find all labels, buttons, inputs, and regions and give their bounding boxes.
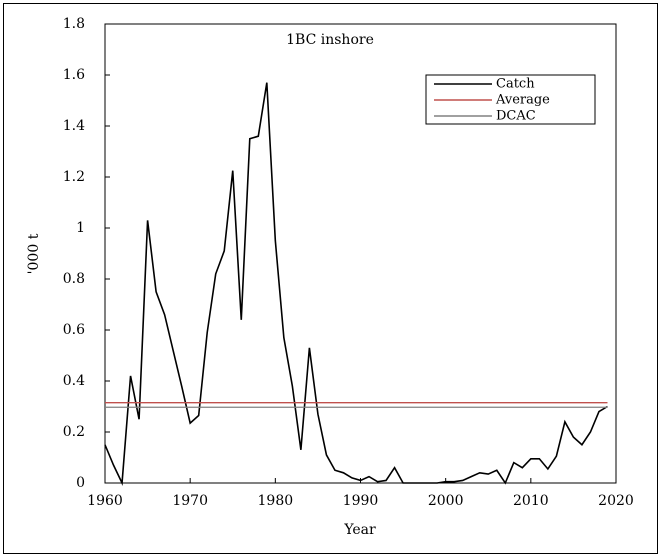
y-tick-label: 1.2 (63, 169, 85, 185)
x-tick-label: 2000 (428, 493, 464, 509)
y-tick-label: 0.2 (63, 424, 85, 440)
x-tick-label: 1960 (87, 493, 123, 509)
x-tick-label: 1970 (172, 493, 208, 509)
y-tick-label: 0.6 (63, 322, 85, 338)
legend-label: Average (495, 93, 550, 108)
series-line (104, 82, 608, 487)
chart-title: 1BC inshore (286, 32, 374, 48)
legend-label: DCAC (496, 109, 536, 124)
y-tick-label: 1.8 (63, 16, 85, 32)
x-tick-label: 1980 (258, 493, 294, 509)
y-tick-label: 0.4 (63, 373, 85, 389)
y-axis-label: '000 t (26, 233, 42, 274)
legend-label: Catch (496, 77, 535, 92)
y-tick-label: 1.6 (63, 67, 85, 83)
frame (3, 3, 658, 554)
x-tick-label: 2010 (513, 493, 549, 509)
x-tick-label: 2020 (598, 493, 634, 509)
x-axis-label: Year (343, 522, 376, 538)
y-tick-label: 0.8 (63, 271, 85, 287)
x-tick-label: 1990 (343, 493, 379, 509)
y-tick-label: 1 (76, 220, 85, 236)
y-tick-label: 0 (76, 475, 85, 491)
y-tick-label: 1.4 (63, 118, 85, 134)
